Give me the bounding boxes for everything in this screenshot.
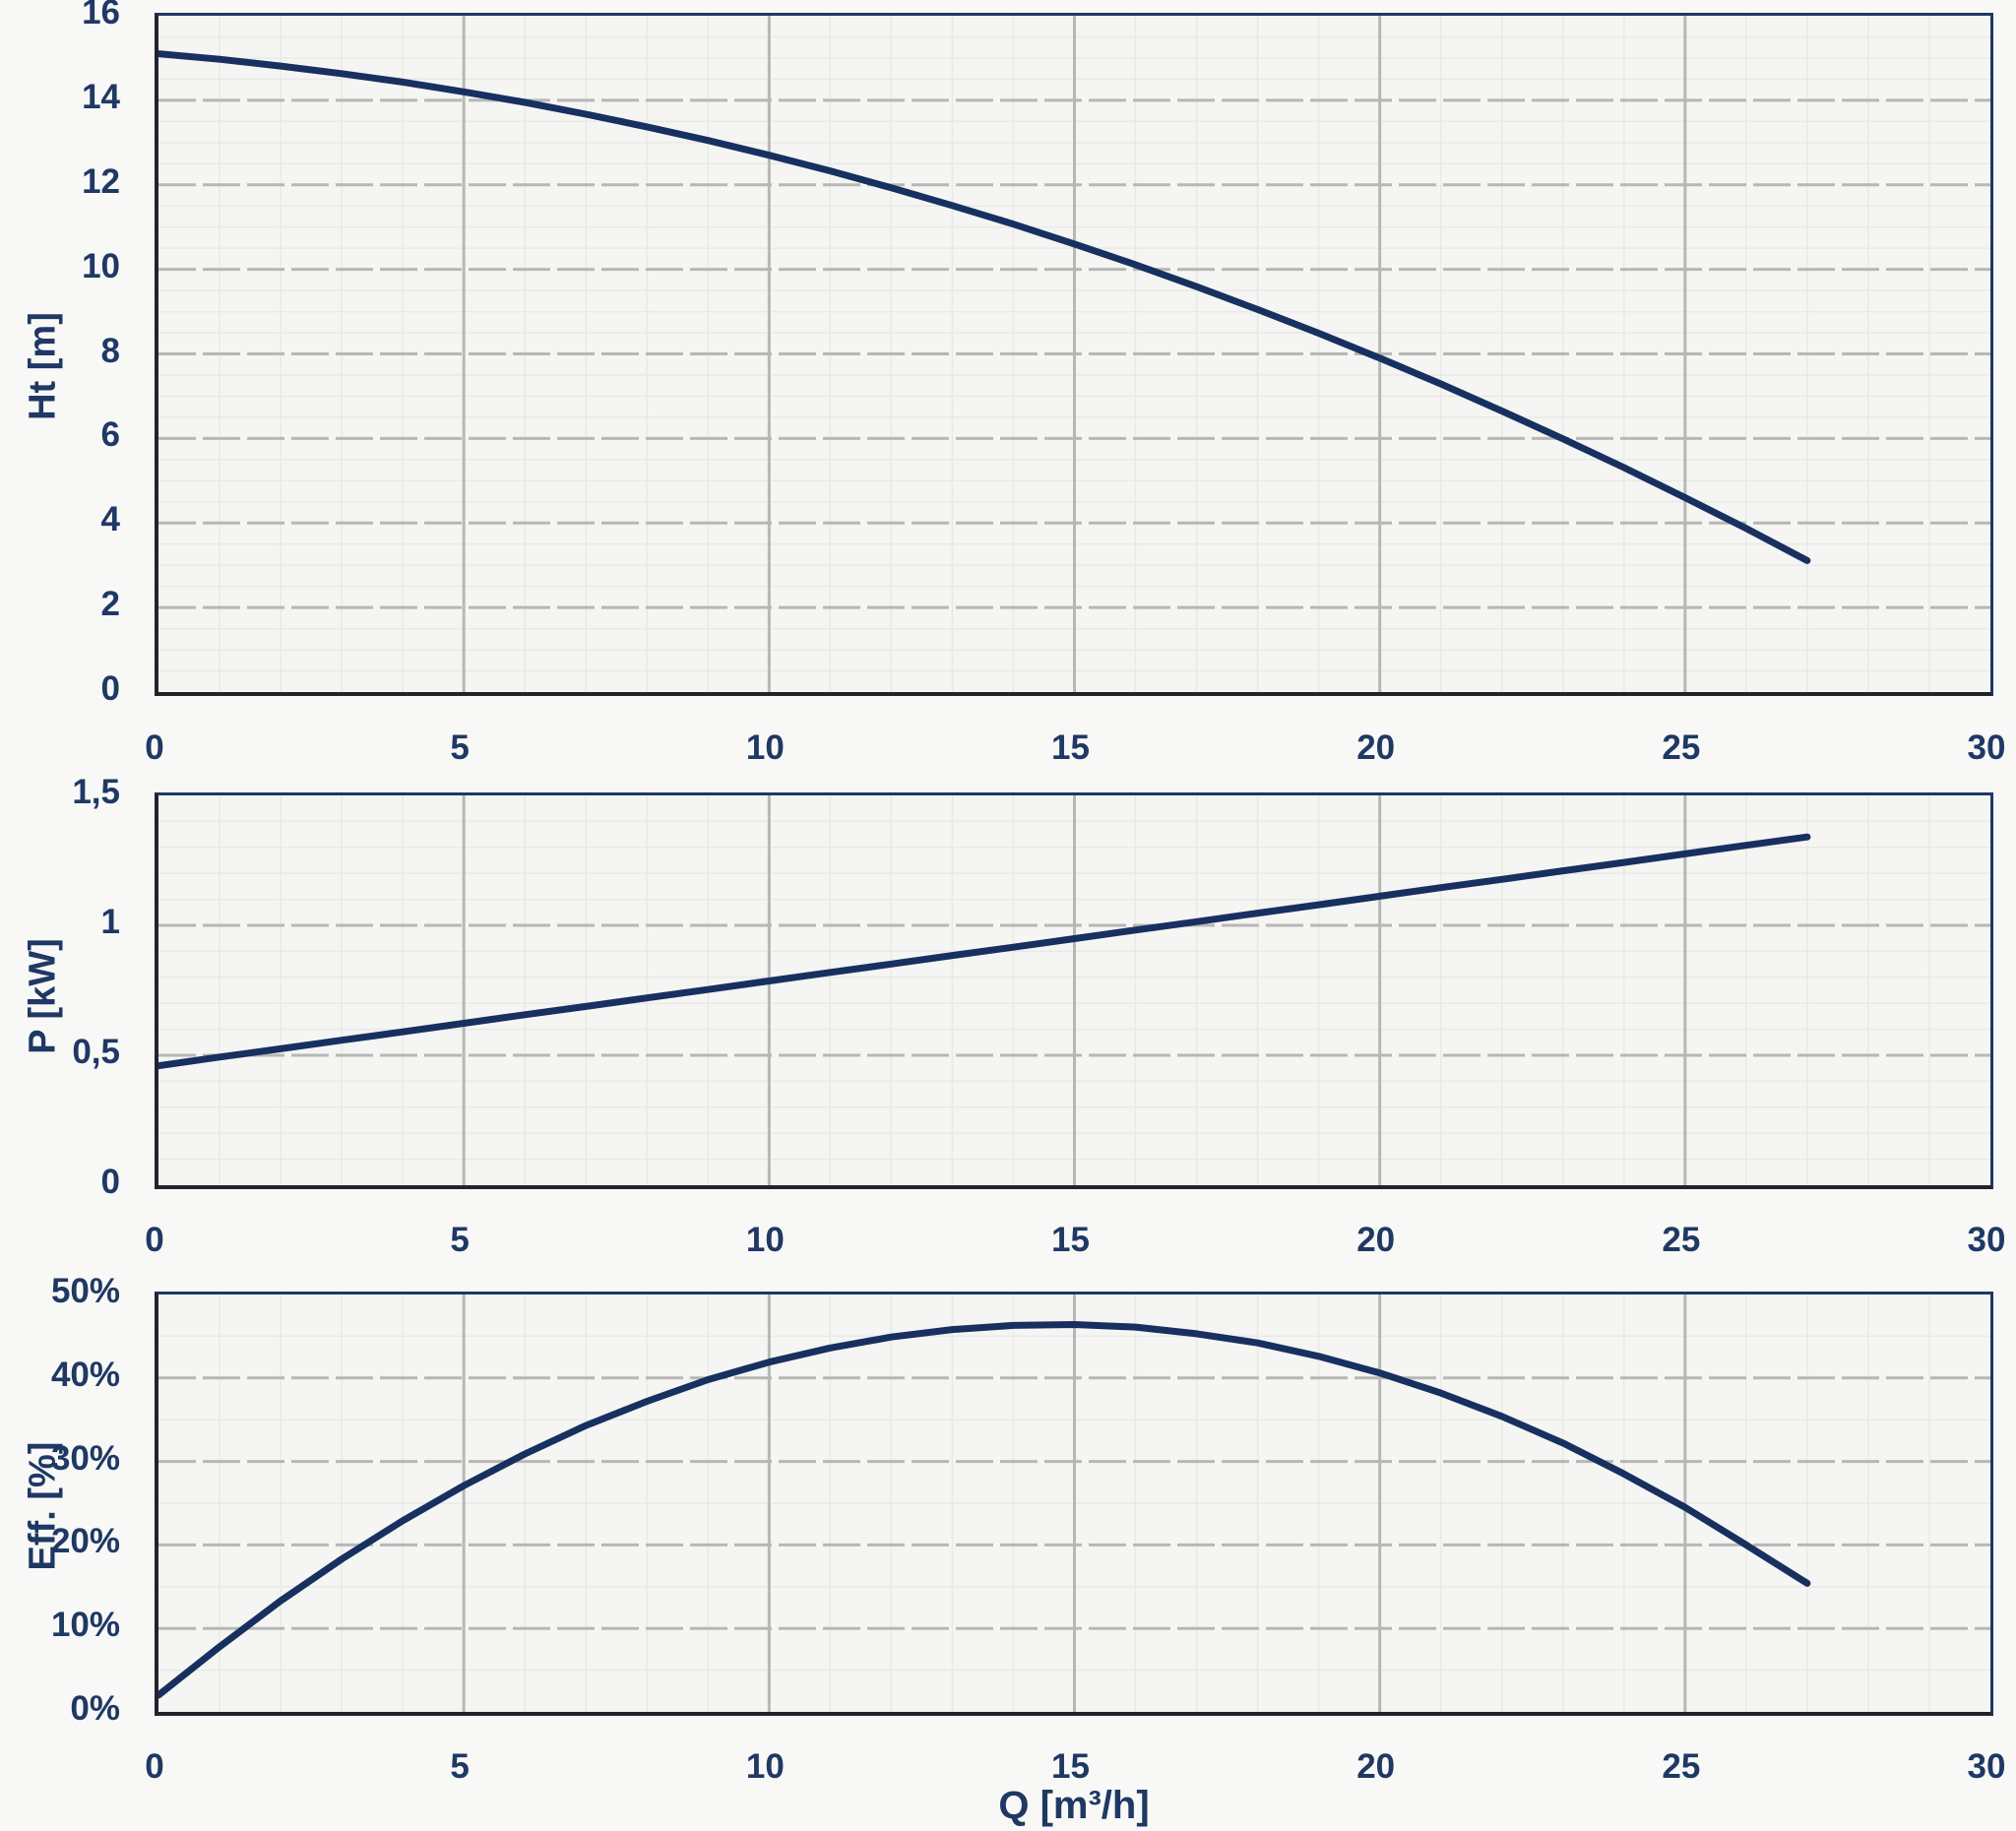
x-tick-label: 15: [1051, 1747, 1090, 1786]
efficiency-y-tick-labels: 50% 40% 30% 20% 10% 0%: [0, 1272, 120, 1728]
y-tick-label: 20%: [50, 1522, 120, 1561]
power-curve-canvas: [158, 795, 1990, 1185]
y-tick-label: 2: [100, 585, 120, 624]
x-tick-label: 25: [1662, 728, 1701, 767]
y-tick-label: 10: [82, 246, 120, 285]
x-tick-label: 0: [145, 1747, 164, 1786]
head-x-tick-labels: 0 5 10 15 20 25 30: [145, 726, 2005, 771]
x-tick-label: 5: [450, 1221, 470, 1259]
y-tick-label: 14: [82, 77, 120, 116]
efficiency-curve-canvas: [158, 1294, 1990, 1712]
y-tick-label: 6: [100, 415, 120, 455]
x-tick-label: 5: [450, 1747, 470, 1786]
y-tick-label: 10%: [50, 1606, 120, 1645]
x-tick-label: 15: [1051, 728, 1090, 767]
power-chart-plot: [155, 792, 1993, 1189]
head-curve-canvas: [158, 16, 1990, 692]
efficiency-chart-plot: [155, 1292, 1993, 1716]
y-tick-label: 0: [100, 1163, 120, 1201]
y-tick-label: 1,5: [72, 773, 120, 811]
x-tick-label: 0: [145, 1221, 164, 1259]
power-curve: [158, 833, 1811, 1070]
power-y-tick-labels: 1,5 1 0,5 0: [0, 773, 120, 1201]
x-tick-label: 0: [145, 728, 164, 767]
efficiency-x-tick-labels: 0 5 10 15 20 25 30: [145, 1744, 2005, 1790]
efficiency-curve: [158, 1321, 1811, 1699]
y-tick-label: 12: [82, 161, 120, 201]
x-tick-label: 30: [1967, 728, 2006, 767]
y-tick-label: 16: [82, 0, 120, 32]
x-tick-label: 20: [1356, 1221, 1396, 1259]
x-tick-label: 10: [745, 1747, 785, 1786]
x-tick-label: 5: [450, 728, 470, 767]
y-tick-label: 40%: [50, 1355, 120, 1394]
head-curve: [158, 50, 1811, 564]
y-tick-label: 0,5: [72, 1033, 120, 1071]
y-tick-label: 1: [100, 903, 120, 941]
x-tick-label: 10: [745, 1221, 785, 1259]
x-tick-label: 10: [745, 728, 785, 767]
power-x-tick-labels: 0 5 10 15 20 25 30: [145, 1218, 2005, 1263]
x-tick-label: 25: [1662, 1221, 1701, 1259]
head-y-tick-labels: 16 14 12 10 8 6 4 2 0: [0, 0, 120, 708]
y-tick-label: 0: [100, 669, 120, 708]
x-tick-label: 25: [1662, 1747, 1701, 1786]
x-axis-title: Q [m³/h]: [998, 1784, 1150, 1827]
x-tick-label: 20: [1356, 728, 1396, 767]
y-tick-label: 50%: [50, 1272, 120, 1310]
head-chart-plot: [155, 13, 1993, 696]
y-tick-label: 0%: [70, 1689, 120, 1728]
x-tick-label: 30: [1967, 1747, 2006, 1786]
x-tick-label: 20: [1356, 1747, 1396, 1786]
y-tick-label: 30%: [50, 1438, 120, 1478]
y-tick-label: 4: [100, 500, 120, 539]
x-tick-label: 15: [1051, 1221, 1090, 1259]
y-tick-label: 8: [100, 331, 120, 370]
x-tick-label: 30: [1967, 1221, 2006, 1259]
